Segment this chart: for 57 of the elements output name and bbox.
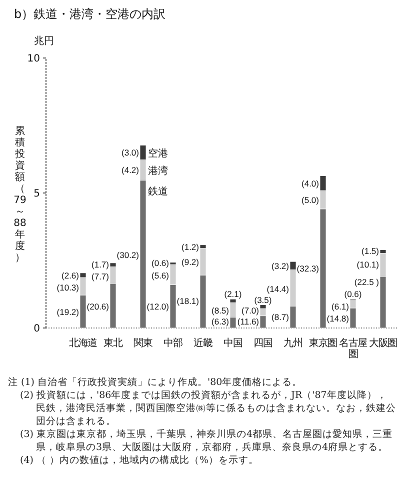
text: 兆円	[34, 35, 54, 47]
annotation: (6.1)	[332, 301, 350, 312]
annotation: (1.7)	[92, 260, 110, 270]
annotation: (10.3)	[56, 282, 80, 292]
x-tick-label: 北海道	[68, 337, 98, 349]
x-tick-label: 関東	[134, 337, 153, 349]
text: (3) 東京圏は東京都，埼玉県，千葉県，神奈川県の4都県、名古屋圏は愛知県，三重県，岐阜県の3県、大阪圏は大阪府，京都府，兵庫県、奈良県の4府県とする。	[19, 428, 394, 454]
annotation: (8.7)	[272, 312, 290, 322]
annotation: (3.5)	[254, 294, 272, 305]
annotation: (12.0)	[146, 301, 170, 312]
x-tick-label: 名古屋圏	[338, 337, 368, 360]
annotation: (7.7)	[92, 272, 110, 282]
x-tick-label: 大阪圏	[368, 337, 398, 349]
annotation: (10.1)	[356, 260, 380, 270]
annotation: (9.2)	[182, 256, 200, 267]
x-tick-label: 中部	[164, 337, 183, 349]
x-tick-label: 九州	[284, 337, 302, 349]
series-label: 鉄道	[148, 185, 168, 198]
annotation: (1.5)	[362, 246, 380, 256]
y-tick-label: 0	[34, 324, 40, 334]
x-tick-label: 東京圏	[308, 337, 338, 349]
series-label: 港湾	[148, 164, 168, 177]
annotation: (0.6)	[344, 288, 362, 299]
y-tick-label: 5	[34, 188, 40, 200]
annotation: (30.2)	[116, 250, 140, 260]
annotation: (14.4)	[266, 284, 290, 294]
y-axis-title: 累積投資額（79～88年度）	[14, 126, 26, 264]
annotation: (22.5 )	[354, 277, 380, 288]
text: (4) （ ）内の数値は，地域内の構成比（%）を示す。	[19, 454, 260, 467]
chart-title: b）鉄道・港湾・空港の内訳	[14, 7, 166, 21]
annotation: (14.8)	[326, 314, 350, 324]
annotation: (1.2)	[182, 242, 200, 252]
x-tick-label: 中国	[224, 337, 242, 349]
annotation: (32.3)	[296, 264, 320, 274]
annotation: (8.5)	[212, 305, 230, 316]
annotation: (3.2)	[272, 260, 290, 271]
annotation: (18.1)	[176, 296, 200, 306]
annotation: (7.0)	[242, 305, 260, 316]
annotation: (3.0)	[122, 148, 140, 158]
text: 注 (1) 自治省「行政投資実績」により作成。'80年度価格による。	[8, 376, 304, 389]
annotation: (5.6)	[152, 270, 170, 280]
annotation: (0.6)	[152, 258, 170, 268]
annotation: (19.2)	[56, 306, 80, 317]
y-tick-label: 10	[27, 54, 40, 64]
annotation: (4.0)	[302, 178, 320, 189]
annotation: (2.6)	[62, 270, 80, 280]
series-label: 空港	[148, 148, 168, 160]
annotation: (11.6)	[237, 316, 260, 326]
annotation: (20.6)	[86, 301, 110, 312]
x-tick-label: 四国	[254, 338, 272, 349]
annotation: (4.2)	[122, 165, 140, 176]
annotation: (2.1)	[224, 289, 242, 300]
annotation: (5.0)	[302, 194, 320, 205]
text: (2) 投資額には，'86年度までは国鉄の投資額が含まれるが，JR（'87年度以降），民鉄，港湾民活事業，関西国際空港㈱等に係るものは含まれない。なお，鉄建公団分は含まれる。	[19, 389, 396, 428]
x-tick-label: 近畿	[194, 337, 213, 349]
annotation: (6.3)	[212, 316, 230, 326]
x-tick-label: 東北	[104, 337, 123, 349]
